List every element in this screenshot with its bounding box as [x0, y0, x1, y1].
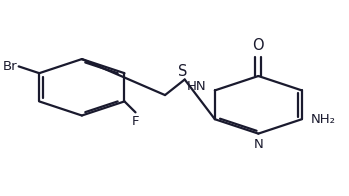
- Text: S: S: [178, 64, 188, 79]
- Text: NH₂: NH₂: [310, 113, 335, 126]
- Text: O: O: [253, 38, 264, 53]
- Text: Br: Br: [2, 60, 17, 73]
- Text: F: F: [132, 115, 139, 128]
- Text: HN: HN: [187, 80, 206, 93]
- Text: N: N: [253, 139, 263, 152]
